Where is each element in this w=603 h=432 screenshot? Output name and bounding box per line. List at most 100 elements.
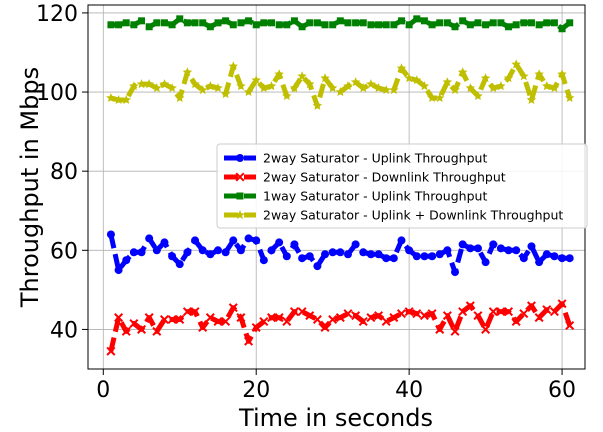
legend: 2way Saturator - Uplink Throughput 2way S…: [216, 143, 588, 229]
data-point: [373, 83, 384, 93]
data-point: [496, 81, 506, 91]
data-point: [359, 19, 367, 27]
data-point: [329, 21, 337, 29]
data-point: [321, 21, 329, 29]
data-point: [206, 250, 215, 259]
data-point: [229, 236, 238, 245]
data-point: [512, 21, 520, 29]
data-point: [481, 324, 491, 334]
data-point: [565, 320, 575, 330]
y-tick-label: 40: [50, 318, 78, 343]
data-point: [480, 73, 491, 83]
x-tick-label: 20: [242, 378, 270, 403]
data-point: [435, 93, 445, 102]
data-point: [482, 21, 490, 29]
data-point: [138, 17, 146, 25]
data-point: [182, 67, 193, 77]
data-point: [435, 250, 444, 259]
data-point: [137, 248, 146, 257]
data-point: [489, 19, 497, 27]
data-point: [396, 63, 407, 73]
data-point: [542, 250, 551, 259]
data-point: [305, 311, 315, 321]
data-point: [167, 83, 177, 93]
data-point: [366, 79, 376, 89]
x-axis-label: Time in seconds: [238, 404, 433, 432]
data-point: [121, 95, 131, 104]
data-point: [213, 317, 223, 327]
x-tick-label: 0: [96, 378, 110, 403]
data-point: [511, 59, 521, 69]
data-point: [404, 73, 414, 83]
data-point: [313, 19, 321, 27]
data-point: [114, 266, 123, 275]
data-point: [436, 19, 444, 27]
data-point: [343, 250, 352, 259]
data-point: [130, 21, 138, 29]
data-point: [519, 309, 529, 319]
series-4: [106, 59, 575, 110]
data-point: [550, 19, 558, 27]
data-point: [451, 23, 459, 31]
data-point: [557, 69, 567, 79]
data-point: [236, 246, 245, 255]
data-point: [297, 307, 307, 317]
data-point: [221, 317, 231, 327]
data-point: [206, 23, 214, 31]
data-point: [229, 21, 237, 29]
data-point: [190, 307, 200, 317]
legend-item: 2way Saturator - Uplink Throughput: [224, 151, 487, 166]
data-point: [413, 15, 421, 23]
data-point: [243, 87, 254, 97]
data-point: [245, 17, 253, 25]
series-1: [106, 230, 574, 277]
data-point: [145, 23, 153, 31]
data-point: [306, 19, 314, 27]
data-point: [558, 254, 567, 263]
data-point: [160, 238, 169, 247]
data-point: [420, 17, 428, 25]
data-point: [496, 244, 505, 253]
data-point: [259, 317, 269, 327]
data-point: [435, 324, 445, 334]
data-point: [412, 252, 421, 261]
data-point: [312, 100, 323, 110]
data-point: [419, 81, 430, 91]
data-point: [114, 313, 124, 323]
data-point: [235, 172, 245, 182]
data-point: [129, 248, 138, 257]
data-point: [465, 301, 475, 311]
data-point: [382, 21, 390, 29]
series-2: [106, 299, 575, 356]
data-point: [236, 192, 244, 200]
data-point: [389, 85, 399, 95]
data-point: [175, 260, 184, 269]
data-point: [503, 73, 514, 83]
data-point: [497, 19, 505, 27]
data-point: [534, 313, 544, 323]
data-point: [427, 309, 437, 319]
data-point: [375, 21, 383, 29]
y-tick-label: 80: [50, 160, 78, 185]
data-point: [305, 252, 314, 261]
data-point: [526, 95, 537, 104]
data-point: [274, 69, 284, 79]
data-point: [351, 311, 361, 321]
data-point: [252, 236, 261, 245]
data-point: [267, 313, 277, 323]
data-point: [459, 17, 467, 25]
x-tick-label: 60: [548, 378, 576, 403]
data-point: [511, 317, 521, 327]
data-point: [266, 81, 277, 91]
data-point: [267, 246, 276, 255]
data-point: [535, 21, 543, 29]
data-point: [221, 248, 230, 257]
data-point: [359, 248, 368, 257]
data-point: [228, 303, 238, 313]
data-point: [397, 236, 406, 245]
data-point: [106, 93, 116, 102]
data-point: [542, 81, 552, 91]
legend-label: 2way Saturator - Uplink Throughput: [263, 151, 487, 166]
data-point: [412, 75, 422, 85]
data-point: [297, 71, 307, 81]
